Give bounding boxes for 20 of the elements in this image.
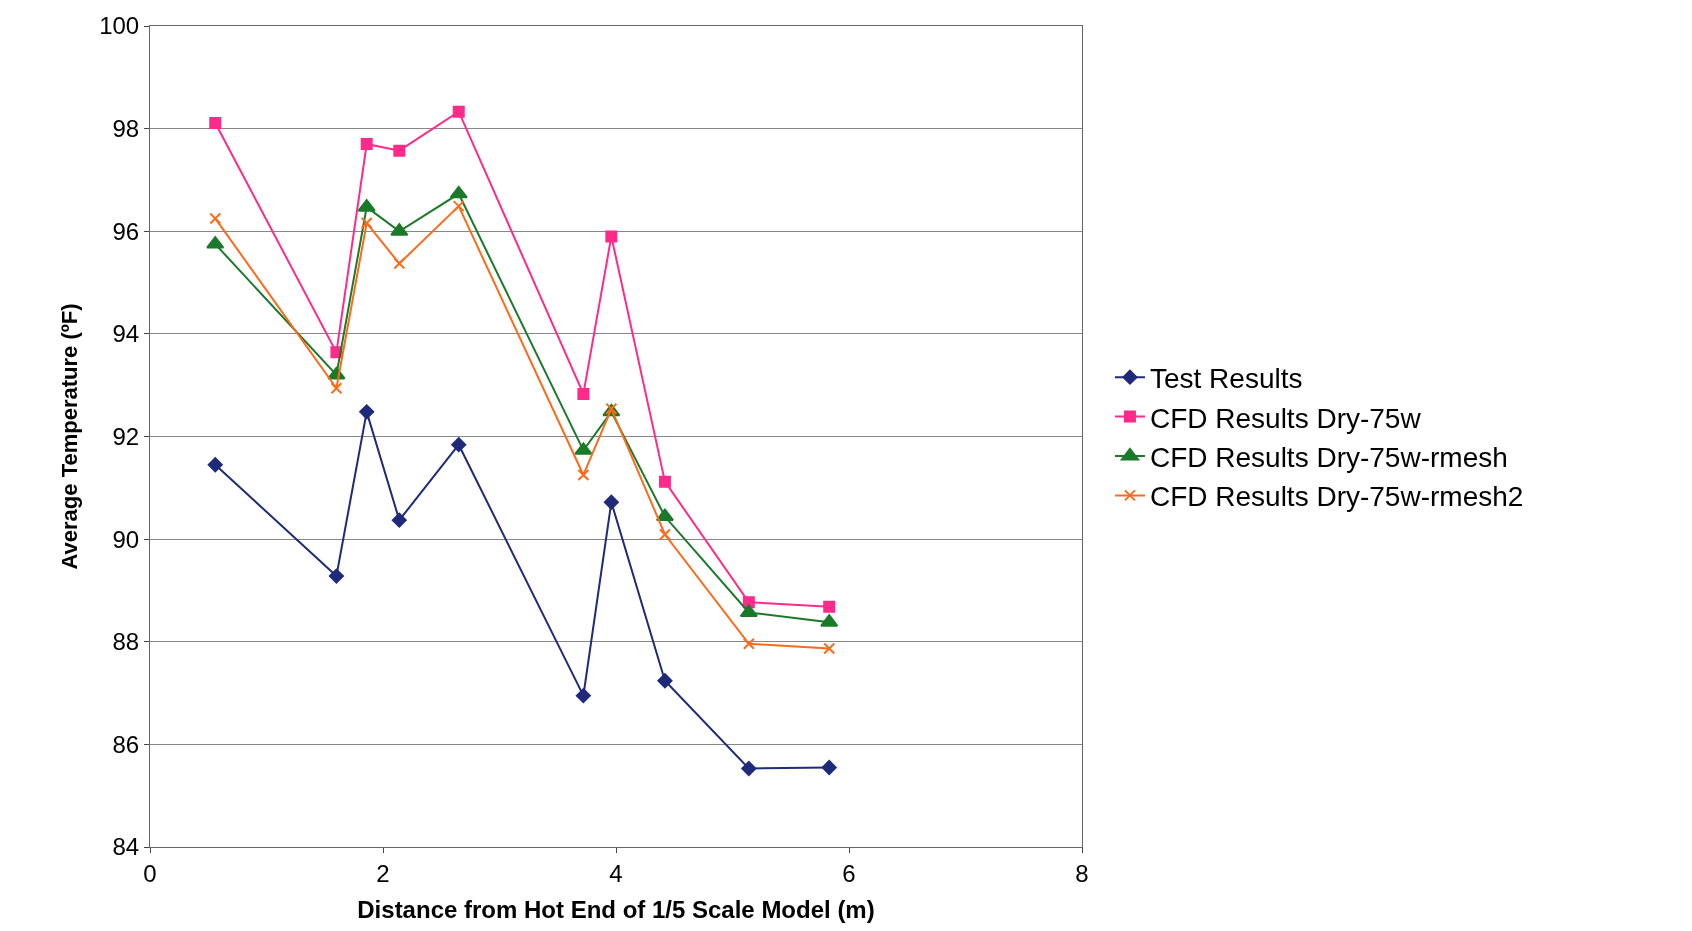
x-tick-label: 8 bbox=[1075, 859, 1089, 887]
legend-label: CFD Results Dry-75w-rmesh2 bbox=[1149, 481, 1524, 513]
y-tick-label: 88 bbox=[112, 628, 140, 656]
y-tick-label: 92 bbox=[112, 422, 140, 450]
legend-label: Test Results bbox=[1149, 363, 1303, 395]
x-tick-label: 6 bbox=[842, 859, 856, 887]
y-tick-label: 84 bbox=[112, 833, 140, 861]
x-tick-label: 2 bbox=[376, 859, 390, 887]
legend-label: CFD Results Dry-75w-rmesh bbox=[1149, 441, 1508, 473]
y-tick-label: 96 bbox=[112, 217, 140, 245]
x-axis-title: Distance from Hot End of 1/5 Scale Model (m) bbox=[357, 896, 875, 924]
y-tick-label: 100 bbox=[99, 12, 140, 40]
y-tick-label: 86 bbox=[112, 730, 140, 758]
y-axis-title: Average Temperature (ºF) bbox=[56, 303, 82, 570]
y-tick-label: 98 bbox=[112, 115, 140, 143]
y-tick-label: 90 bbox=[112, 525, 140, 553]
legend-label: CFD Results Dry-75w bbox=[1149, 402, 1422, 434]
x-tick-label: 0 bbox=[143, 859, 157, 887]
x-tick-label: 4 bbox=[609, 859, 623, 887]
y-tick-label: 94 bbox=[112, 320, 140, 348]
